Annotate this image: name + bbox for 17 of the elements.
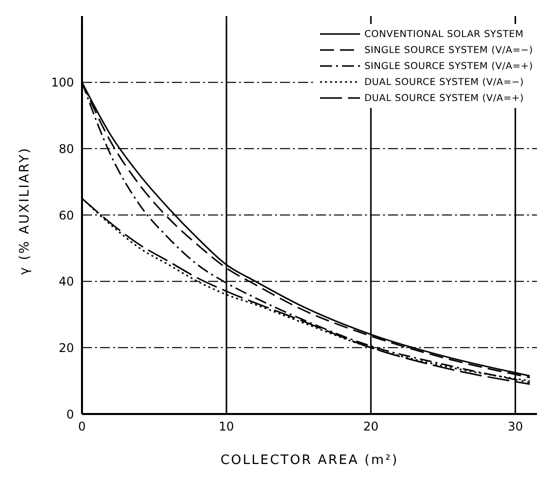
legend-label: SINGLE SOURCE SYSTEM (V/A=−) xyxy=(364,44,533,56)
x-tick-label: 30 xyxy=(508,420,523,434)
x-tick-label: 10 xyxy=(218,420,234,434)
y-tick-label: 80 xyxy=(58,142,74,156)
y-axis-title: γ (% AUXILIARY) xyxy=(18,146,33,275)
y-tick-label: 20 xyxy=(58,340,74,355)
legend-label: SINGLE SOURCE SYSTEM (V/A=+) xyxy=(364,60,533,72)
x-axis-title: COLLECTOR AREA (m²) xyxy=(220,453,399,468)
x-tick-label: 0 xyxy=(78,420,86,434)
y-tick-label: 40 xyxy=(58,274,74,289)
legend-label: DUAL SOURCE SYSTEM (V/A=−) xyxy=(364,76,524,88)
y-tick-label: 60 xyxy=(58,208,74,222)
legend-label: DUAL SOURCE SYSTEM (V/A=+) xyxy=(364,92,524,104)
y-tick-label: 100 xyxy=(51,76,74,90)
y-tick-label: 0 xyxy=(66,407,74,422)
x-tick-label: 20 xyxy=(363,420,379,434)
legend-label: CONVENTIONAL SOLAR SYSTEM xyxy=(364,28,524,40)
